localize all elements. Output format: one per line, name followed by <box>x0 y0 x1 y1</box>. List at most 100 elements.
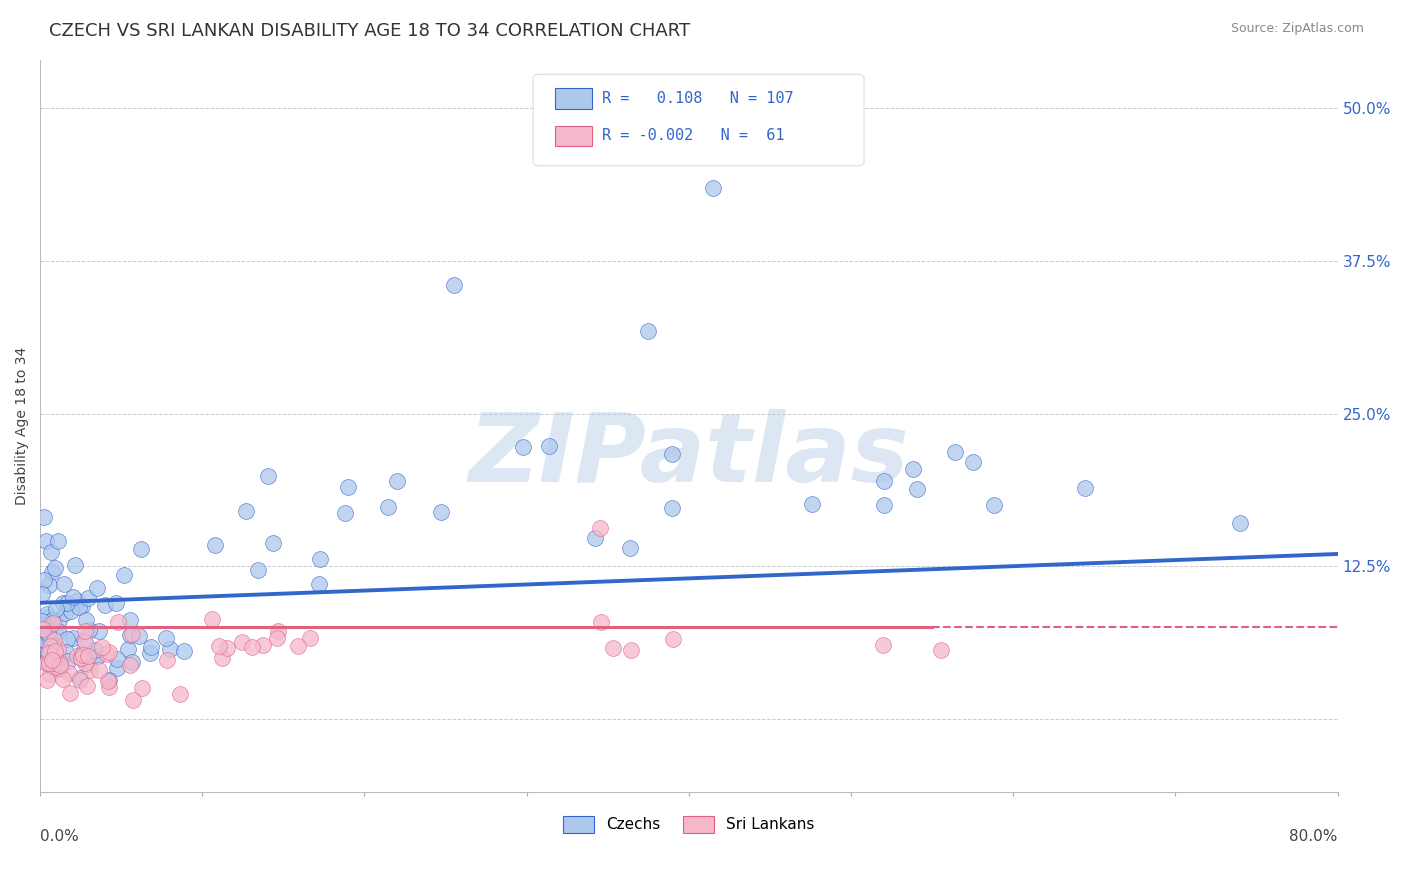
Point <box>204 538 226 552</box>
Point <box>139 646 162 660</box>
Point <box>53 577 76 591</box>
Point <box>39 667 62 681</box>
Point <box>267 624 290 638</box>
Point <box>105 652 128 666</box>
Point <box>801 497 824 511</box>
Point <box>73 633 96 648</box>
Point <box>246 564 269 578</box>
Point <box>1229 516 1251 531</box>
Y-axis label: Disability Age 18 to 34: Disability Age 18 to 34 <box>15 347 30 505</box>
Point <box>602 640 624 655</box>
Point <box>35 533 58 548</box>
Point <box>37 644 59 658</box>
Point <box>120 657 142 672</box>
Point <box>430 505 453 519</box>
Point <box>905 482 928 496</box>
Point <box>72 646 94 660</box>
Point <box>619 643 641 657</box>
Point <box>89 624 111 638</box>
Point <box>97 673 120 688</box>
Point <box>93 598 115 612</box>
Point <box>155 631 177 645</box>
Point <box>37 656 59 670</box>
Point <box>337 480 360 494</box>
Text: ZIPatlas: ZIPatlas <box>468 409 910 501</box>
Point <box>46 657 69 672</box>
Point <box>76 657 98 671</box>
Point <box>129 541 152 556</box>
Point <box>121 627 143 641</box>
Point <box>97 645 120 659</box>
Point <box>257 469 280 483</box>
Text: 80.0%: 80.0% <box>1289 829 1337 844</box>
Point <box>73 657 96 671</box>
Point <box>53 606 76 620</box>
Point <box>37 648 59 663</box>
Point <box>63 558 86 572</box>
Point <box>49 656 72 670</box>
Point <box>48 658 70 673</box>
Point <box>44 561 66 575</box>
Point <box>335 506 357 520</box>
Point <box>240 640 263 654</box>
Point <box>35 635 58 649</box>
Point <box>38 630 60 644</box>
Point <box>69 651 91 665</box>
Point <box>41 653 63 667</box>
Point <box>32 573 55 587</box>
Point <box>35 657 58 671</box>
Point <box>131 681 153 696</box>
Point <box>69 671 91 685</box>
Point <box>76 591 98 606</box>
Point <box>52 596 75 610</box>
Point <box>591 615 613 630</box>
Point <box>943 444 966 458</box>
Point <box>55 596 77 610</box>
Point <box>512 441 534 455</box>
Point <box>208 639 231 653</box>
Point <box>46 642 69 657</box>
Point <box>117 642 139 657</box>
Point <box>90 640 112 655</box>
Point <box>872 474 894 488</box>
FancyBboxPatch shape <box>555 126 592 146</box>
Point <box>159 641 181 656</box>
Point <box>44 648 66 663</box>
Point <box>46 660 69 674</box>
Point <box>308 577 330 591</box>
Point <box>112 567 135 582</box>
Point <box>287 640 309 654</box>
Point <box>637 324 659 338</box>
Point <box>87 663 110 677</box>
Point <box>120 613 142 627</box>
Point <box>76 613 98 627</box>
Point <box>79 624 101 638</box>
Point <box>97 673 120 688</box>
Point <box>55 632 77 646</box>
Point <box>97 680 120 694</box>
Point <box>59 604 82 618</box>
Point <box>128 629 150 643</box>
Point <box>266 631 288 645</box>
Point <box>589 521 612 535</box>
Point <box>443 278 465 293</box>
Point <box>86 581 108 595</box>
Point <box>121 656 143 670</box>
Point <box>929 643 952 657</box>
Point <box>252 638 274 652</box>
Point <box>31 587 53 601</box>
Point <box>56 654 79 668</box>
Point <box>39 639 62 653</box>
Point <box>31 614 53 628</box>
Point <box>46 624 69 638</box>
Point <box>201 611 224 625</box>
Point <box>48 613 70 627</box>
Text: R = -0.002   N =  61: R = -0.002 N = 61 <box>602 128 785 144</box>
Point <box>32 510 55 524</box>
Text: CZECH VS SRI LANKAN DISABILITY AGE 18 TO 34 CORRELATION CHART: CZECH VS SRI LANKAN DISABILITY AGE 18 TO… <box>49 22 690 40</box>
FancyBboxPatch shape <box>533 74 865 166</box>
Point <box>235 504 257 518</box>
Point <box>32 622 55 636</box>
Point <box>76 649 98 664</box>
Point <box>44 657 66 671</box>
